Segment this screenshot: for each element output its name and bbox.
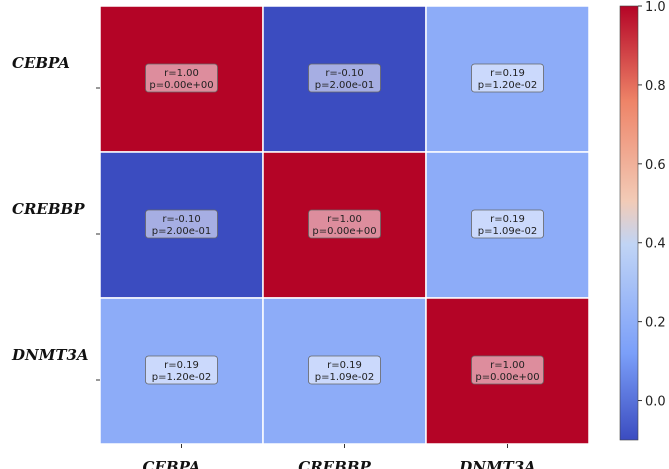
colorbar-tick-label: 0.0 (645, 395, 666, 410)
heatmap-cell: r=-0.10p=2.00e-01 (99, 151, 264, 299)
cell-r-value: r=1.00 (490, 360, 525, 371)
cell-r-value: r=0.19 (327, 360, 362, 371)
heatmap-cell: r=0.19p=1.20e-02 (425, 5, 590, 153)
cell-p-value: p=2.00e-01 (152, 226, 211, 237)
y-tick-label: CEBPA (12, 54, 70, 72)
cell-p-value: p=1.20e-02 (478, 80, 537, 91)
colorbar: 1.0 0.8 0.6 0.4 0.2 0.0 (619, 0, 666, 441)
cell-r-value: r=-0.10 (162, 214, 200, 225)
cell-r-value: r=1.00 (164, 68, 199, 79)
cell-r-value: r=0.19 (164, 360, 199, 371)
cell-label-box (471, 355, 544, 385)
cell-p-value: p=0.00e+00 (312, 226, 376, 237)
heatmap-cell: r=0.19p=1.09e-02 (262, 297, 427, 445)
heatmap-cell: r=0.19p=1.20e-02 (99, 297, 264, 445)
y-tick-label: DNMT3A (11, 346, 89, 364)
cell-label-box (471, 209, 544, 239)
cell-label-box (308, 63, 381, 93)
x-tick-label: DNMT3A (458, 458, 536, 469)
cell-label-box (145, 209, 218, 239)
x-tick-label: CEBPA (143, 458, 201, 469)
colorbar-tick-label: 0.8 (645, 79, 666, 94)
colorbar-tick-label: 1.0 (645, 0, 666, 15)
cell-p-value: p=0.00e+00 (475, 372, 539, 383)
cell-r-value: r=-0.10 (325, 68, 363, 79)
colorbar-tick-label: 0.6 (645, 158, 666, 173)
y-tick-label: CREBBP (12, 200, 85, 218)
heatmap-cell: r=1.00p=0.00e+00 (425, 297, 590, 445)
cell-p-value: p=1.20e-02 (152, 372, 211, 383)
cell-label-box (308, 209, 381, 239)
cell-p-value: p=0.00e+00 (149, 80, 213, 91)
colorbar-gradient (619, 5, 639, 441)
heatmap-cell: r=1.00p=0.00e+00 (262, 151, 427, 299)
heatmap-cell: r=1.00p=0.00e+00 (99, 5, 264, 153)
colorbar-tick-label: 0.2 (645, 316, 666, 331)
heatmap-cell: r=-0.10p=2.00e-01 (262, 5, 427, 153)
heatmap-cell: r=0.19p=1.09e-02 (425, 151, 590, 299)
cell-label-box (145, 63, 218, 93)
cell-r-value: r=0.19 (490, 214, 525, 225)
x-tick-label: CREBBP (298, 458, 371, 469)
cell-r-value: r=0.19 (490, 68, 525, 79)
cell-label-box (145, 355, 218, 385)
cell-label-box (308, 355, 381, 385)
colorbar-tick-label: 0.4 (645, 237, 666, 252)
cell-p-value: p=2.00e-01 (315, 80, 374, 91)
cell-label-box (471, 63, 544, 93)
cell-r-value: r=1.00 (327, 214, 362, 225)
cell-p-value: p=1.09e-02 (315, 372, 374, 383)
cell-p-value: p=1.09e-02 (478, 226, 537, 237)
